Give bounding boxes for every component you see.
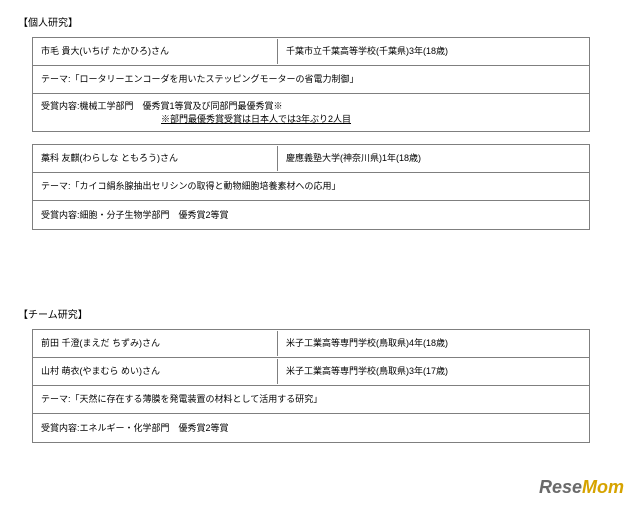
person-school: 慶應義塾大学(神奈川県)1年(18歳) (278, 146, 589, 171)
section2-title: 【チーム研究】 (18, 306, 622, 321)
table-row: 受賞内容:機械工学部門 優秀賞1等賞及び同部門最優秀賞※ ※部門最優秀賞受賞は日… (33, 94, 589, 131)
watermark-part2: Mom (582, 477, 624, 497)
person-school: 米子工業高等専門学校(鳥取県)4年(18歳) (278, 331, 589, 356)
table-row: テーマ:「カイコ絹糸腺抽出セリシンの取得と動物細胞培養素材への応用」 (33, 173, 589, 201)
table-individual-1: 市毛 貴大(いちげ たかひろ)さん 千葉市立千葉高等学校(千葉県)3年(18歳)… (32, 37, 590, 132)
table-individual-2: 藁科 友麒(わらしな ともろう)さん 慶應義塾大学(神奈川県)1年(18歳) テ… (32, 144, 590, 230)
person-name: 山村 萌衣(やまむら めい)さん (33, 359, 278, 384)
table-row: 受賞内容:細胞・分子生物学部門 優秀賞2等賞 (33, 201, 589, 229)
table-row: 受賞内容:エネルギー・化学部門 優秀賞2等賞 (33, 414, 589, 442)
watermark-logo: ReseMom (539, 477, 624, 498)
theme-cell: テーマ:「カイコ絹糸腺抽出セリシンの取得と動物細胞培養素材への応用」 (33, 174, 589, 199)
person-name: 市毛 貴大(いちげ たかひろ)さん (33, 39, 278, 64)
table-row: 前田 千澄(まえだ ちずみ)さん 米子工業高等専門学校(鳥取県)4年(18歳) (33, 330, 589, 358)
theme-cell: テーマ:「ロータリーエンコーダを用いたステッピングモーターの省電力制御」 (33, 67, 589, 92)
watermark-part1: Rese (539, 477, 582, 497)
person-school: 米子工業高等専門学校(鳥取県)3年(17歳) (278, 359, 589, 384)
theme-cell: テーマ:「天然に存在する薄膜を発電装置の材料として活用する研究」 (33, 387, 589, 412)
award-label: 受賞内容:機械工学部門 優秀賞1等賞及び同部門最優秀賞※ (41, 101, 283, 111)
award-cell: 受賞内容:機械工学部門 優秀賞1等賞及び同部門最優秀賞※ ※部門最優秀賞受賞は日… (33, 94, 589, 131)
person-school: 千葉市立千葉高等学校(千葉県)3年(18歳) (278, 39, 589, 64)
table-row: 市毛 貴大(いちげ たかひろ)さん 千葉市立千葉高等学校(千葉県)3年(18歳) (33, 38, 589, 66)
table-row: テーマ:「ロータリーエンコーダを用いたステッピングモーターの省電力制御」 (33, 66, 589, 94)
person-name: 前田 千澄(まえだ ちずみ)さん (33, 331, 278, 356)
award-cell: 受賞内容:エネルギー・化学部門 優秀賞2等賞 (33, 416, 589, 441)
section1-title: 【個人研究】 (18, 14, 622, 29)
table-row: 藁科 友麒(わらしな ともろう)さん 慶應義塾大学(神奈川県)1年(18歳) (33, 145, 589, 173)
award-note: ※部門最優秀賞受賞は日本人では3年ぶり2人目 (161, 113, 351, 126)
table-team-1: 前田 千澄(まえだ ちずみ)さん 米子工業高等専門学校(鳥取県)4年(18歳) … (32, 329, 590, 443)
table-row: 山村 萌衣(やまむら めい)さん 米子工業高等専門学校(鳥取県)3年(17歳) (33, 358, 589, 386)
person-name: 藁科 友麒(わらしな ともろう)さん (33, 146, 278, 171)
award-cell: 受賞内容:細胞・分子生物学部門 優秀賞2等賞 (33, 203, 589, 228)
table-row: テーマ:「天然に存在する薄膜を発電装置の材料として活用する研究」 (33, 386, 589, 414)
